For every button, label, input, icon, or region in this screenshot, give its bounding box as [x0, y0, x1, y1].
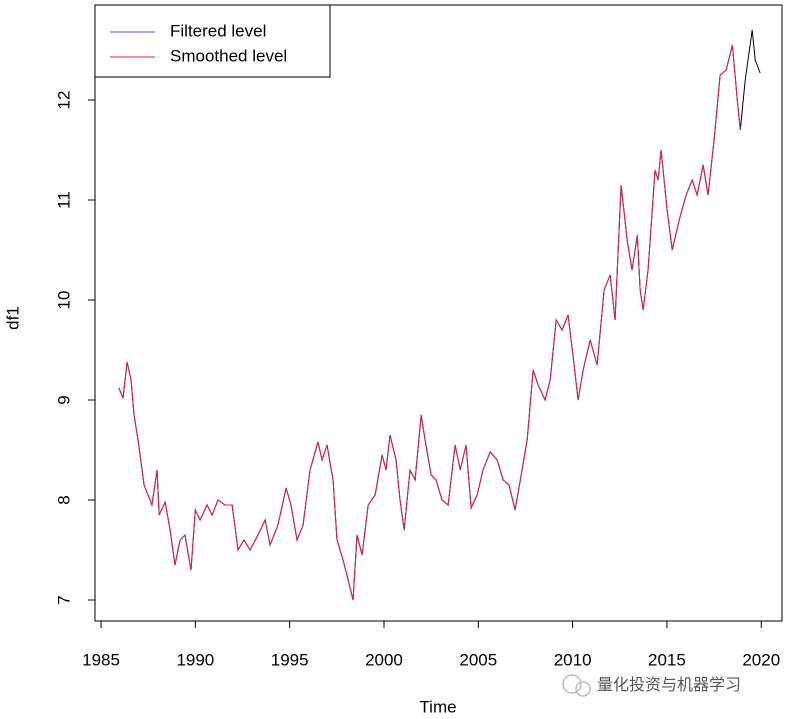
- x-tick-label: 2015: [648, 650, 686, 669]
- y-tick-label: 12: [54, 91, 73, 110]
- legend-box: [94, 4, 331, 78]
- y-tick-label: 11: [54, 191, 73, 209]
- series-line: [118, 29, 761, 601]
- series-line: [118, 44, 741, 601]
- x-tick-label: 2005: [459, 650, 497, 669]
- x-tick-label: 2020: [742, 650, 780, 669]
- y-axis-label: df1: [3, 306, 22, 330]
- series-line: [118, 44, 741, 601]
- x-tick-label: 1985: [82, 650, 120, 669]
- y-tick-label: 10: [54, 291, 73, 310]
- x-tick-label: 2000: [365, 650, 403, 669]
- y-tick-label: 7: [54, 595, 73, 604]
- watermark-icon: [562, 674, 582, 694]
- legend: Filtered level Smoothed level: [94, 4, 331, 78]
- x-tick-label: 1990: [176, 650, 214, 669]
- legend-label: Filtered level: [170, 21, 266, 40]
- y-tick-label: 8: [54, 495, 73, 504]
- watermark: 量化投资与机器学习: [562, 674, 741, 697]
- plot-frame: [94, 4, 783, 622]
- legend-label: Smoothed level: [170, 46, 287, 65]
- watermark-text: 量化投资与机器学习: [597, 676, 741, 694]
- watermark-icon: [575, 681, 591, 697]
- y-tick-label: 9: [54, 395, 73, 404]
- x-axis-label: Time: [419, 697, 456, 716]
- x-tick-label: 2010: [554, 650, 592, 669]
- x-tick-label: 1995: [271, 650, 309, 669]
